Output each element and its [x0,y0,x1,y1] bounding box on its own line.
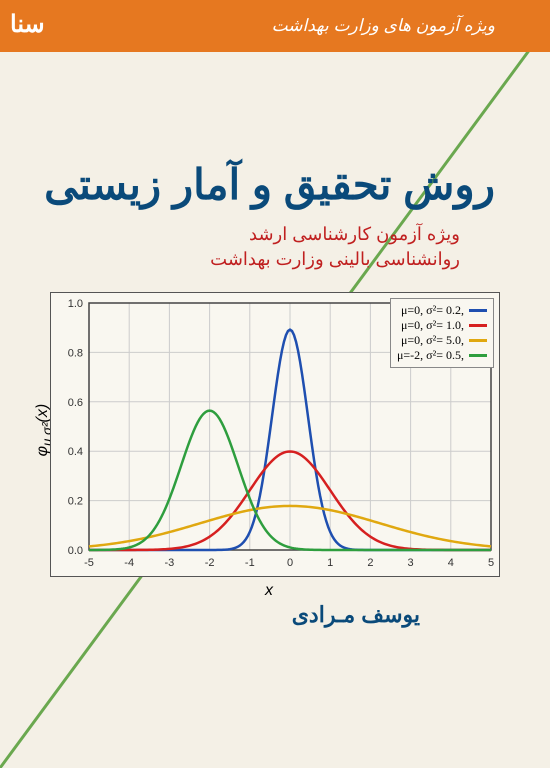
legend-swatch [469,339,487,342]
legend-swatch [469,309,487,312]
svg-text:-5: -5 [84,557,94,569]
chart-legend: μ=0, σ²= 0.2,μ=0, σ²= 1.0,μ=0, σ²= 5.0,μ… [390,298,494,368]
legend-item: μ=0, σ²= 5.0, [397,333,487,348]
legend-label: μ=-2, σ²= 0.5, [397,348,464,363]
svg-text:4: 4 [448,557,454,569]
subtitle-line-1: ویژه آزمون کارشناسی ارشد [249,224,460,244]
legend-item: μ=0, σ²= 0.2, [397,303,487,318]
svg-text:0.8: 0.8 [68,347,83,359]
chart-x-axis-label: x [265,582,273,600]
svg-text:0.6: 0.6 [68,397,83,409]
svg-text:1.0: 1.0 [68,298,83,310]
book-title: روش تحقیق و آمار زیستی [44,160,495,209]
legend-swatch [469,354,487,357]
svg-text:-1: -1 [245,557,255,569]
header-band: سنا ویژه آزمون های وزارت بهداشت [0,0,550,52]
svg-text:3: 3 [408,557,414,569]
legend-swatch [469,324,487,327]
subtitle-line-2: روانشناسی بالینی وزارت بهداشت [210,249,460,269]
svg-text:0: 0 [287,557,293,569]
svg-text:0.2: 0.2 [68,496,83,508]
svg-text:-2: -2 [205,557,215,569]
legend-label: μ=0, σ²= 5.0, [401,333,464,348]
svg-text:-4: -4 [124,557,134,569]
legend-item: μ=-2, σ²= 0.5, [397,348,487,363]
legend-item: μ=0, σ²= 1.0, [397,318,487,333]
svg-text:1: 1 [327,557,333,569]
legend-label: μ=0, σ²= 0.2, [401,303,464,318]
publisher-logo: سنا [10,10,45,39]
header-banner-text: ویژه آزمون های وزارت بهداشت [272,16,495,36]
svg-text:0.4: 0.4 [68,446,83,458]
legend-label: μ=0, σ²= 1.0, [401,318,464,333]
svg-text:0.0: 0.0 [68,545,83,557]
svg-text:-3: -3 [165,557,175,569]
book-subtitle: ویژه آزمون کارشناسی ارشد روانشناسی بالین… [210,222,460,272]
svg-text:2: 2 [367,557,373,569]
author-name: یوسف مـرادی [292,602,420,628]
svg-text:5: 5 [488,557,494,569]
